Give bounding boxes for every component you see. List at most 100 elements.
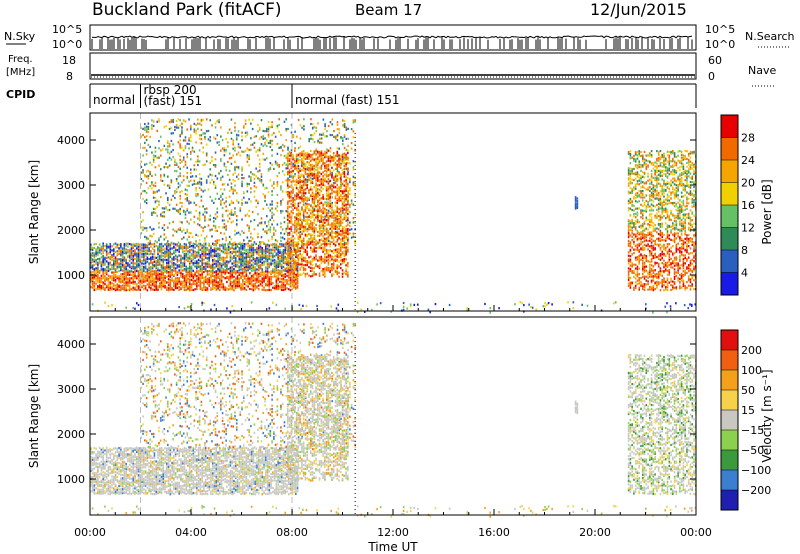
scatter-cell [149,161,151,164]
scatter-cell [325,215,328,218]
scatter-cell [219,267,221,270]
scatter-cell [220,283,223,286]
scatter-cell [147,242,150,245]
scatter-cell [93,282,96,285]
scatter-cell [311,250,314,253]
scatter-cell [196,256,198,259]
scatter-cell [151,181,153,184]
nave-tick-bottom: 0 [708,70,715,83]
scatter-cell [327,222,330,225]
scatter-cell [299,247,301,250]
scatter-cell [304,154,307,157]
scatter-cell [164,285,166,288]
scatter-cell [174,250,177,254]
scatter-cell [174,163,176,166]
scatter-cell [293,273,295,277]
scatter-cell [349,224,351,227]
scatter-cell [248,215,250,218]
scatter-cell [313,195,316,198]
scatter-cell [301,184,303,187]
scatter-cell [266,244,269,248]
scatter-cell [177,118,180,121]
scatter-cell [269,126,272,129]
scatter-cell [322,203,324,206]
scatter-cell [295,241,298,244]
scatter-cell [306,220,308,223]
scatter-cell [244,122,247,125]
scatter-cell [295,218,298,221]
scatter-cell [161,215,164,218]
scatter-cell [280,270,283,273]
scatter-cell [147,127,150,130]
scatter-cell [238,282,241,285]
scatter-cell [294,243,296,246]
scatter-cell [311,165,314,168]
scatter-cell [105,269,108,272]
scatter-cell [205,235,208,238]
scatter-cell [280,145,282,149]
scatter-cell [93,286,96,289]
scatter-cell [153,245,156,248]
scatter-cell [301,208,303,211]
scatter-cell [116,275,119,278]
scatter-cell [93,269,96,272]
scatter-cell [352,217,355,220]
scatter-cell [242,258,244,261]
scatter-cell [142,127,144,130]
scatter-cell [157,277,159,280]
scatter-cell [158,262,161,265]
scatter-cell [174,285,177,288]
scatter-cell [224,259,226,262]
scatter-cell [276,174,279,178]
scatter-cell [290,193,293,196]
scatter-cell [297,190,300,194]
scatter-cell [308,157,310,160]
scatter-cell [145,229,148,232]
scatter-cell [267,130,270,133]
scatter-cell [160,276,163,279]
scatter-cell [95,277,97,280]
scatter-cell [336,255,339,258]
scatter-cell [195,168,197,171]
scatter-cell [316,220,319,223]
scatter-cell [204,269,207,272]
scatter-cell [167,184,169,187]
scatter-cell [247,242,249,245]
scatter-cell [245,243,248,246]
scatter-cell [159,154,162,157]
scatter-cell [232,173,235,176]
scatter-cell [175,163,178,166]
scatter-cell [273,261,276,264]
scatter-cell [148,279,150,282]
scatter-cell [189,171,192,175]
scatter-cell [282,254,285,257]
scatter-cell [100,288,103,291]
scatter-cell [237,130,240,133]
scatter-cell [279,269,281,272]
scatter-cell [230,202,233,205]
scatter-cell [164,258,166,262]
scatter-cell [227,145,229,148]
scatter-cell [289,283,292,286]
scatter-cell [173,256,175,259]
scatter-cell [310,240,312,243]
scatter-cell [180,247,182,250]
scatter-cell [302,239,305,242]
scatter-cell [201,254,203,257]
scatter-cell [286,239,289,242]
scatter-cell [194,260,196,263]
scatter-cell [271,163,273,166]
scatter-cell [243,275,246,278]
scatter-cell [148,281,150,284]
scatter-cell [295,230,298,233]
scatter-cell [198,160,201,163]
scatter-cell [290,274,293,278]
scatter-cell [254,288,256,291]
scatter-cell [114,242,117,245]
scatter-cell [167,145,169,148]
scatter-cell [187,277,189,280]
scatter-cell [199,279,202,282]
scatter-cell [135,275,138,278]
scatter-cell [128,277,131,280]
scatter-cell [331,216,333,219]
